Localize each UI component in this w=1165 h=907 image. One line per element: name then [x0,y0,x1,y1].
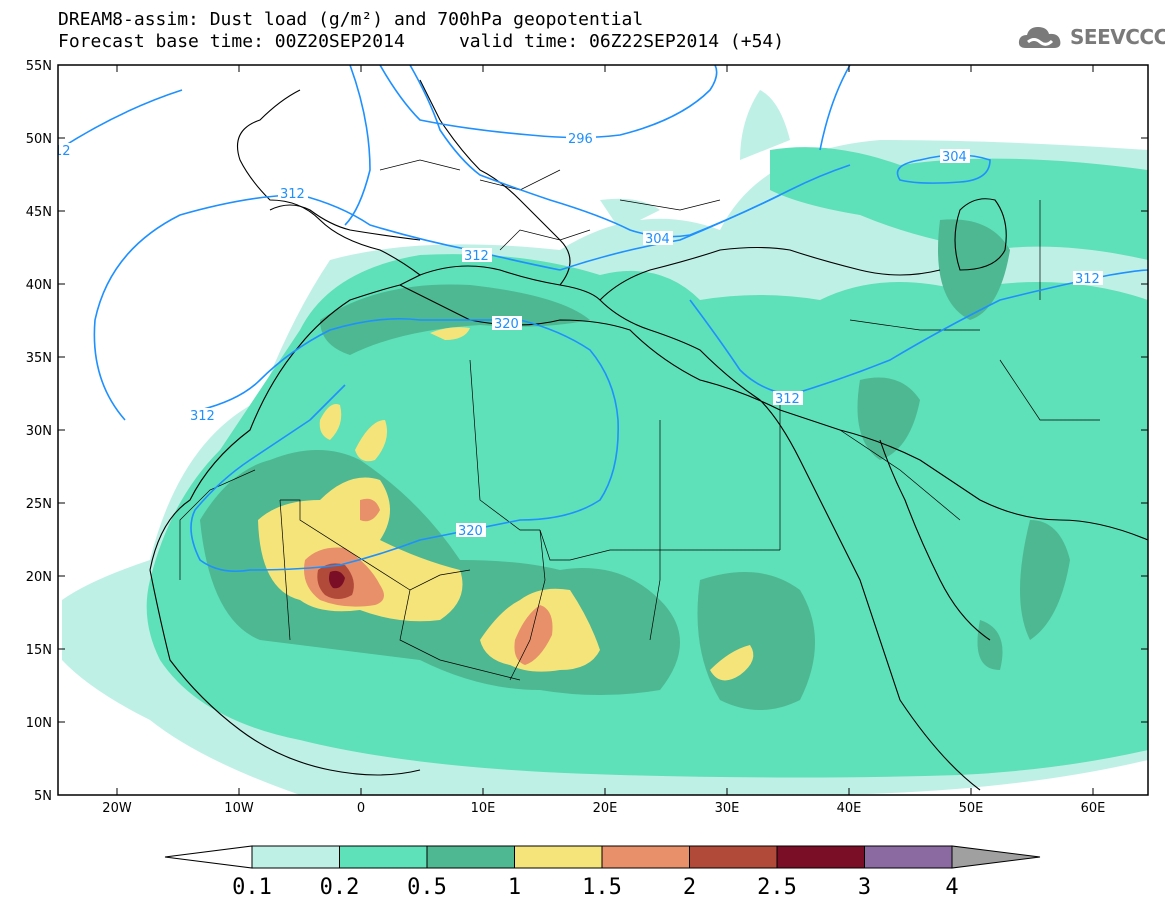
colorbar-over-triangle [951,845,1041,869]
colorbar-segment [514,845,603,869]
contour-label: 320 [456,523,486,539]
latitude-label: 15N [26,643,52,658]
contour-label: 296 [566,131,596,147]
latitude-label: 10N [26,716,52,731]
map-frame-content: 12 312 296 304 312 304 320 312 320 312 3… [54,65,1148,795]
contour-label: 304 [643,231,673,247]
longitude-label: 50E [959,801,984,816]
contour-label: 304 [940,149,970,165]
svg-text:304: 304 [645,232,670,247]
longitude-label: 20E [593,801,618,816]
colorbar-under-triangle [164,845,253,869]
latitude-label: 55N [26,59,52,74]
svg-text:312: 312 [190,409,215,424]
svg-text:320: 320 [458,524,483,539]
latitude-label: 35N [26,351,52,366]
longitude-label: 40E [837,801,862,816]
colorbar-segment [251,845,340,869]
latitude-label: 50N [26,132,52,147]
colorbar-tick-label: 3 [858,875,871,900]
longitude-label: 0 [357,801,365,816]
longitude-label: 20W [102,801,132,816]
contour-label: 312 [773,391,803,407]
latitude-label: 20N [26,570,52,585]
colorbar-segment [339,845,428,869]
colorbar-segment [601,845,690,869]
colorbar-tick-label: 0.5 [407,875,447,900]
longitude-label: 10W [224,801,254,816]
colorbar-tick-label: 1.5 [582,875,622,900]
dust-level-2-5 [329,570,345,589]
axis-ticks [58,64,1148,796]
colorbar-segment [426,845,515,869]
latitude-label: 30N [26,424,52,439]
svg-text:304: 304 [942,150,967,165]
svg-text:320: 320 [494,317,519,332]
contour-label: 312 [462,248,492,264]
contour-label: 12 [54,143,72,159]
logo-text: SEEVCCC [1070,25,1165,49]
contour-label: 312 [1073,271,1103,287]
map-title: DREAM8-assim: Dust load (g/m²) and 700hP… [58,9,644,30]
svg-text:312: 312 [775,392,800,407]
colorbar-tick-label: 2.5 [757,875,797,900]
latitude-label: 5N [34,789,52,804]
latitude-label: 40N [26,278,52,293]
latitude-label: 25N [26,497,52,512]
colorbar-tick-label: 1 [508,875,521,900]
latitude-labels: 55N 50N 45N 40N 35N 30N 25N 20N 15N 10N 5N [26,59,52,804]
longitude-label: 30E [715,801,740,816]
svg-text:312: 312 [280,187,305,202]
svg-text:296: 296 [568,132,593,147]
colorbar-tick-label: 4 [945,875,958,900]
forecast-times: Forecast base time: 00Z20SEP2014 valid t… [58,31,785,52]
svg-text:12: 12 [54,144,71,159]
contour-label: 312 [188,408,218,424]
contour-labels: 12 312 296 304 312 304 320 312 320 312 3… [54,131,1103,539]
longitude-label: 10E [471,801,496,816]
cloud-logo-icon [1018,27,1061,48]
colorbar-tick-label: 0.1 [232,875,272,900]
svg-text:312: 312 [1075,272,1100,287]
latitude-label: 45N [26,205,52,220]
colorbar-tick-label: 2 [683,875,696,900]
svg-text:312: 312 [464,249,489,264]
contour-label: 320 [492,316,522,332]
coastlines [149,79,1148,791]
longitude-label: 60E [1081,801,1106,816]
colorbar: 0.1 0.2 0.5 1 1.5 2 2.5 3 4 [164,845,1041,900]
contour-label: 312 [278,186,308,202]
colorbar-segment [689,845,778,869]
longitude-labels: 20W 10W 0 10E 20E 30E 40E 50E 60E [102,801,1105,816]
seevccc-logo: SEEVCCC [1016,22,1165,52]
colorbar-tick-label: 0.2 [320,875,360,900]
colorbar-segment [776,845,865,869]
colorbar-segment [864,845,953,869]
